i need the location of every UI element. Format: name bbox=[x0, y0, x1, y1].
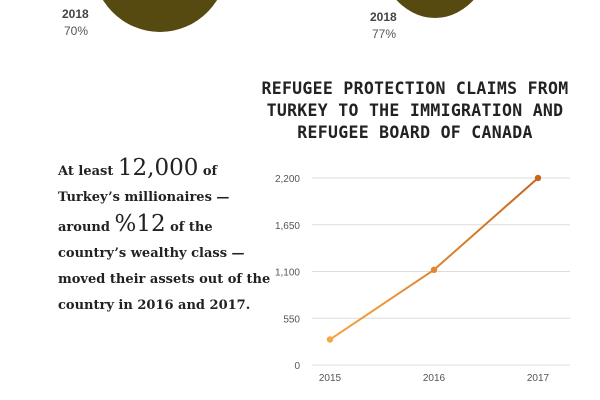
series-line bbox=[329, 177, 539, 341]
chart-title: REFUGEE PROTECTION CLAIMS FROM TURKEY TO… bbox=[261, 79, 569, 142]
data-point bbox=[534, 174, 542, 182]
stat-left-year: 2018 bbox=[62, 7, 89, 21]
blurb-big-percent: %12 bbox=[114, 211, 166, 237]
stat-left-percent: 70% bbox=[64, 24, 89, 38]
x-tick-label: 2015 bbox=[319, 373, 342, 384]
x-tick-label: 2016 bbox=[423, 373, 446, 384]
data-point bbox=[326, 336, 334, 343]
series-line-layer bbox=[329, 177, 539, 341]
blurb-text-2: of Turkey’s millionaires — around bbox=[58, 164, 230, 235]
y-tick-label: 2,200 bbox=[275, 174, 300, 185]
millionaires-blurb: At least 12,000 of Turkey’s millionaires… bbox=[58, 155, 280, 319]
blurb-text-3: of the country’s wealthy class — moved t… bbox=[58, 220, 271, 313]
y-tick-label: 550 bbox=[283, 314, 300, 325]
y-axis-ticks: 0 550 1,100 1,650 2,200 bbox=[275, 174, 300, 372]
grid-layer bbox=[312, 177, 570, 366]
data-point bbox=[430, 266, 438, 273]
blurb-text-1: At least bbox=[58, 164, 118, 179]
blurb-big-number: 12,000 bbox=[117, 155, 199, 181]
y-tick-label: 1,100 bbox=[275, 268, 300, 279]
x-axis-ticks: 2015 2016 2017 bbox=[319, 373, 550, 384]
stat-right-percent: 77% bbox=[372, 27, 397, 41]
y-tick-label: 1,650 bbox=[275, 221, 300, 232]
line-chart: 0 550 1,100 1,650 2,200 2015 2016 2017 bbox=[275, 174, 570, 384]
y-tick-label: 0 bbox=[294, 361, 300, 372]
series-points-layer bbox=[326, 174, 542, 343]
stat-right-year: 2018 bbox=[370, 10, 397, 24]
decorative-circle-left bbox=[92, 0, 228, 32]
x-tick-label: 2017 bbox=[527, 373, 550, 384]
